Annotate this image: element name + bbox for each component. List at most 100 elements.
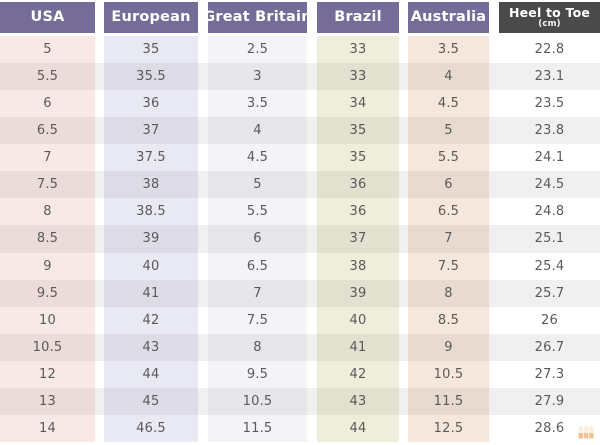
table-row: 5 35 2.5 33 3.5 22.8	[0, 36, 600, 64]
column-gap	[95, 388, 104, 415]
column-gap	[307, 144, 317, 171]
column-gap	[307, 253, 317, 280]
column-header-heel-to-toe: Heel to Toe (cm)	[499, 2, 600, 33]
column-gap	[399, 253, 408, 280]
column-gap	[489, 361, 499, 388]
column-gap	[198, 307, 208, 334]
table-cell-heel-to-toe: 23.8	[499, 117, 600, 145]
column-gap	[198, 117, 208, 144]
table-cell-great-britain: 8	[208, 333, 307, 361]
table-cell-heel-to-toe: 23.1	[499, 63, 600, 91]
table-cell-brazil: 38	[317, 252, 399, 280]
column-gap	[198, 361, 208, 388]
table-cell-brazil: 33	[317, 63, 399, 91]
column-gap	[198, 415, 208, 442]
column-gap	[399, 63, 408, 90]
column-gap	[307, 225, 317, 252]
column-gap	[489, 388, 499, 415]
table-cell-great-britain: 5.5	[208, 198, 307, 226]
table-cell-european: 39	[104, 225, 198, 253]
column-header-label: Brazil	[334, 8, 382, 25]
table-cell-brazil: 36	[317, 171, 399, 199]
table-cell-brazil: 40	[317, 306, 399, 334]
table-cell-usa: 10	[0, 306, 95, 334]
table-cell-usa: 7	[0, 144, 95, 172]
column-gap	[95, 253, 104, 280]
column-gap	[95, 171, 104, 198]
table-cell-great-britain: 7.5	[208, 306, 307, 334]
column-gap	[307, 63, 317, 90]
table-row: 6.5 37 4 35 5 23.8	[0, 117, 600, 145]
column-gap	[307, 280, 317, 307]
table-cell-european: 41	[104, 279, 198, 307]
table-cell-heel-to-toe: 27.3	[499, 360, 600, 388]
column-gap	[198, 171, 208, 198]
table-cell-usa: 8	[0, 198, 95, 226]
table-cell-australia: 4.5	[408, 90, 489, 118]
column-gap	[198, 388, 208, 415]
table-cell-european: 44	[104, 360, 198, 388]
table-cell-brazil: 42	[317, 360, 399, 388]
table-cell-great-britain: 2.5	[208, 36, 307, 64]
table-cell-australia: 7.5	[408, 252, 489, 280]
table-cell-australia: 3.5	[408, 36, 489, 64]
table-cell-brazil: 41	[317, 333, 399, 361]
column-gap	[399, 117, 408, 144]
table-cell-australia: 5.5	[408, 144, 489, 172]
column-gap	[489, 36, 499, 63]
table-cell-european: 35.5	[104, 63, 198, 91]
table-cell-european: 46.5	[104, 414, 198, 442]
column-gap	[307, 171, 317, 198]
column-gap	[489, 144, 499, 171]
table-row: 10 42 7.5 40 8.5 26	[0, 306, 600, 334]
column-gap	[399, 388, 408, 415]
table-cell-european: 36	[104, 90, 198, 118]
table-cell-european: 40	[104, 252, 198, 280]
table-cell-usa: 9.5	[0, 279, 95, 307]
column-gap	[95, 225, 104, 252]
table-cell-usa: 5.5	[0, 63, 95, 91]
column-gap	[399, 36, 408, 63]
column-gap	[95, 415, 104, 442]
column-gap	[198, 253, 208, 280]
table-cell-heel-to-toe: 25.1	[499, 225, 600, 253]
table-row: 7.5 38 5 36 6 24.5	[0, 171, 600, 199]
column-header-label: USA	[30, 8, 65, 25]
table-cell-heel-to-toe: 26.7	[499, 333, 600, 361]
table-cell-australia: 5	[408, 117, 489, 145]
column-gap	[198, 36, 208, 63]
column-gap	[95, 117, 104, 144]
table-cell-great-britain: 3	[208, 63, 307, 91]
column-gap	[95, 280, 104, 307]
column-header-label: Heel to Toe	[508, 5, 591, 21]
column-gap	[489, 90, 499, 117]
table-cell-brazil: 43	[317, 387, 399, 415]
column-header-european: European	[104, 2, 198, 33]
column-header-australia: Australia	[408, 2, 489, 33]
column-header-label: Australia	[410, 8, 487, 25]
table-row: 10.5 43 8 41 9 26.7	[0, 333, 600, 361]
table-cell-heel-to-toe: 22.8	[499, 36, 600, 64]
column-gap	[307, 388, 317, 415]
table-row: 5.5 35.5 3 33 4 23.1	[0, 63, 600, 91]
column-gap	[489, 307, 499, 334]
table-cell-australia: 7	[408, 225, 489, 253]
table-cell-great-britain: 7	[208, 279, 307, 307]
table-cell-australia: 8.5	[408, 306, 489, 334]
table-cell-european: 35	[104, 36, 198, 64]
column-gap	[399, 144, 408, 171]
column-gap	[307, 361, 317, 388]
table-cell-european: 38	[104, 171, 198, 199]
table-cell-usa: 14	[0, 414, 95, 442]
table-cell-great-britain: 11.5	[208, 414, 307, 442]
table-cell-australia: 4	[408, 63, 489, 91]
table-row: 6 36 3.5 34 4.5 23.5	[0, 90, 600, 118]
table-cell-usa: 7.5	[0, 171, 95, 199]
column-gap	[95, 198, 104, 225]
table-cell-usa: 12	[0, 360, 95, 388]
column-gap	[399, 90, 408, 117]
table-cell-european: 37	[104, 117, 198, 145]
table-cell-european: 38.5	[104, 198, 198, 226]
table-cell-brazil: 35	[317, 144, 399, 172]
column-gap	[307, 90, 317, 117]
